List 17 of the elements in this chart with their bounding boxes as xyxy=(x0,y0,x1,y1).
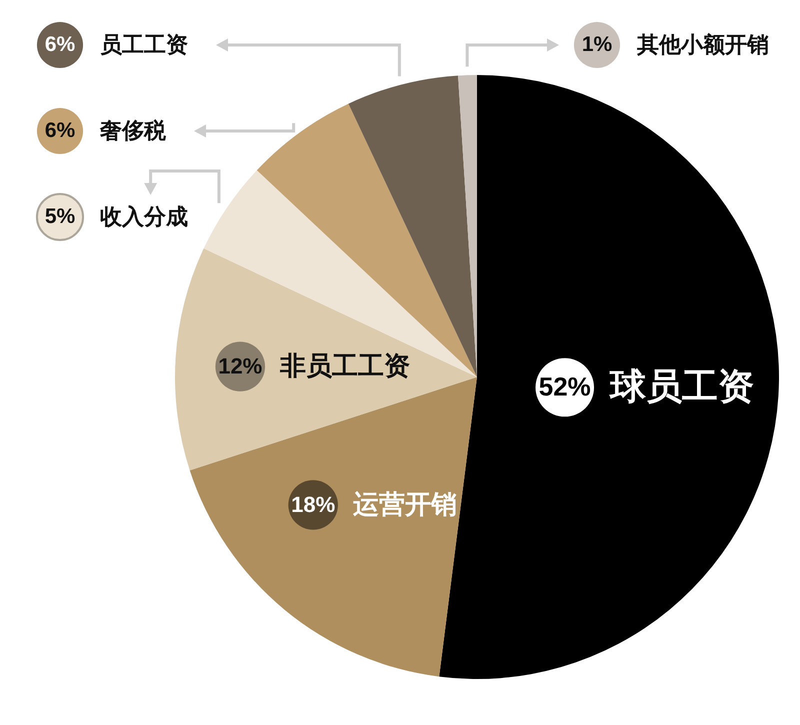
legend-label: 其他小额开销 xyxy=(636,32,769,58)
data-label: 6% xyxy=(44,119,76,142)
legend-label: 员工工资 xyxy=(100,33,188,58)
slice-label: 非员工工资 xyxy=(279,352,410,382)
data-label: 1% xyxy=(582,33,612,56)
pie-slice xyxy=(204,170,477,377)
pie-slice xyxy=(176,248,477,470)
slice-label: 球员工资 xyxy=(608,366,754,408)
legend-label: 奢侈税 xyxy=(99,119,167,144)
legend-label: 收入分成 xyxy=(100,205,188,230)
data-label: 6% xyxy=(44,33,76,56)
slice-label: 运营开销 xyxy=(352,490,458,520)
data-label: 18% xyxy=(291,492,336,517)
data-label: 52% xyxy=(538,371,591,402)
data-label: 12% xyxy=(218,354,262,379)
pie-slice xyxy=(190,377,477,677)
data-label: 5% xyxy=(44,205,76,228)
